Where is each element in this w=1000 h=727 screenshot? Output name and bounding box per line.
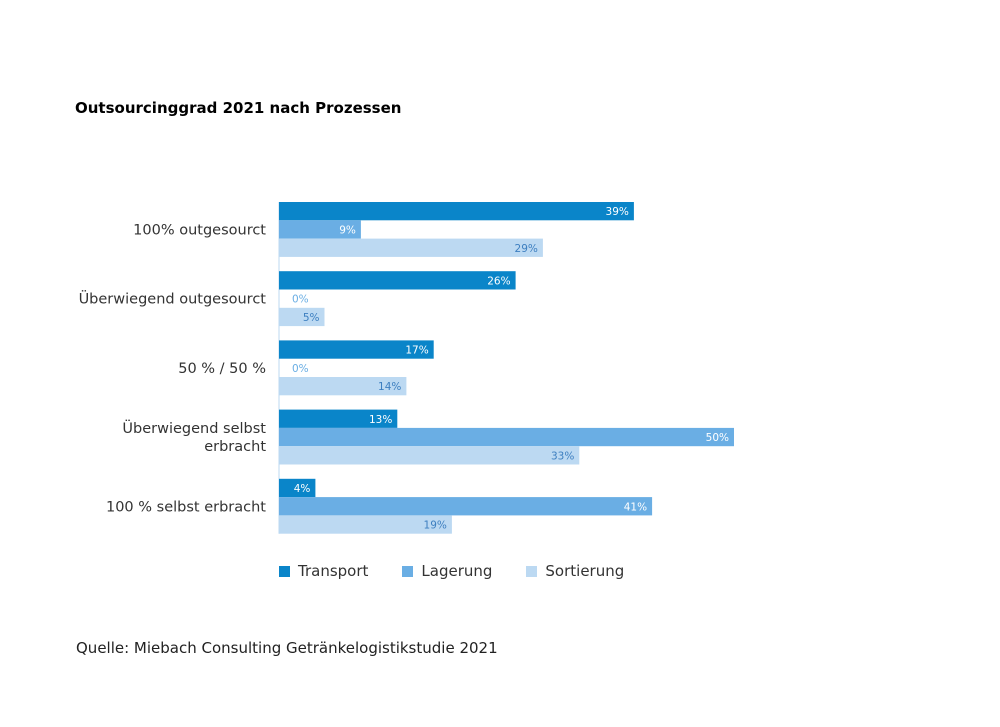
bar-sortierung bbox=[279, 446, 580, 465]
data-label: 13% bbox=[369, 414, 392, 426]
category-label: 100% outgesourct bbox=[133, 222, 266, 238]
data-label: 26% bbox=[487, 275, 510, 287]
bar-transport bbox=[279, 340, 434, 359]
bar-transport bbox=[279, 271, 516, 290]
legend-swatch bbox=[526, 565, 538, 577]
legend-swatch bbox=[402, 565, 414, 577]
category-label: 100 % selbst erbracht bbox=[106, 499, 266, 515]
bar-transport bbox=[279, 478, 316, 498]
category-label-line: 100% outgesourct bbox=[133, 222, 266, 238]
data-label: 19% bbox=[424, 520, 447, 532]
data-label: 39% bbox=[606, 206, 629, 218]
data-label: 0% bbox=[292, 363, 309, 375]
category-label: Überwiegend selbst erbracht bbox=[122, 419, 266, 455]
legend-swatch bbox=[279, 565, 290, 577]
category-label: 50 % / 50 % bbox=[178, 361, 266, 377]
data-label: 14% bbox=[378, 381, 401, 393]
category-label-line: 100 % selbst erbracht bbox=[106, 499, 266, 515]
category-label-line: Überwiegend outgesourct bbox=[79, 290, 267, 308]
data-label: 17% bbox=[405, 345, 428, 357]
data-label: 0% bbox=[292, 294, 309, 306]
bar-lagerung bbox=[279, 427, 734, 447]
category-label: Überwiegend outgesourct bbox=[79, 290, 267, 308]
data-label: 29% bbox=[515, 243, 538, 255]
category-label-line: erbracht bbox=[204, 439, 266, 455]
chart-legend: Transport Lagerung Sortierung bbox=[279, 562, 658, 580]
legend-label: Lagerung bbox=[421, 562, 493, 580]
data-label: 50% bbox=[706, 432, 729, 444]
legend-label: Transport bbox=[298, 562, 369, 580]
chart-title: Outsourcinggrad 2021 nach Prozessen bbox=[75, 99, 402, 117]
bar-lagerung bbox=[279, 220, 361, 239]
category-label-line: Überwiegend selbst bbox=[122, 419, 266, 437]
data-label: 9% bbox=[339, 224, 356, 236]
bar-sortierung bbox=[279, 377, 407, 396]
bar-sortierung bbox=[279, 307, 325, 327]
legend-item-transport: Transport bbox=[279, 562, 368, 580]
data-label: 33% bbox=[551, 450, 574, 462]
bar-transport bbox=[279, 202, 634, 221]
legend-item-lagerung: Lagerung bbox=[402, 562, 492, 580]
legend-label: Sortierung bbox=[545, 562, 625, 580]
category-label-line: 50 % / 50 % bbox=[178, 361, 266, 377]
data-label: 5% bbox=[303, 312, 320, 324]
bar-sortierung bbox=[279, 238, 543, 257]
bar-lagerung bbox=[279, 497, 653, 516]
data-label: 4% bbox=[294, 483, 311, 495]
data-label: 41% bbox=[624, 501, 647, 513]
bar-transport bbox=[279, 409, 398, 428]
source-note: Quelle: Miebach Consulting Getränkelogis… bbox=[76, 639, 498, 657]
legend-item-sortierung: Sortierung bbox=[526, 562, 624, 580]
bar-sortierung bbox=[279, 515, 452, 534]
